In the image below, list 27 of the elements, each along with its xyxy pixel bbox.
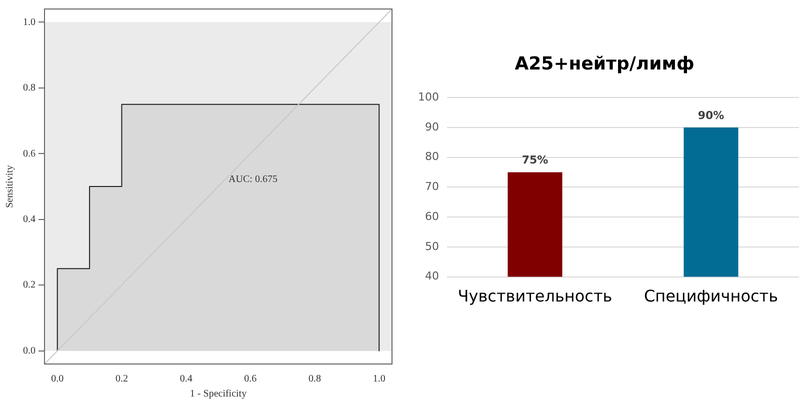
y-tick-label: 90 bbox=[424, 120, 439, 134]
x-axis-title: 1 - Specificity bbox=[190, 388, 247, 400]
data-label: 75% bbox=[522, 154, 548, 167]
x-tick-label: Специфичность bbox=[644, 286, 778, 306]
x-tick-label: 0.2 bbox=[115, 374, 128, 385]
x-tick-label: 0.8 bbox=[308, 374, 322, 385]
y-tick-label: 0.8 bbox=[23, 82, 36, 94]
y-axis-title: Sensitivity bbox=[4, 165, 16, 208]
y-tick-label: 0.4 bbox=[23, 214, 36, 225]
x-tick-label: Чувствительность bbox=[458, 286, 612, 306]
y-tick-label: 0.0 bbox=[23, 345, 36, 356]
y-tick-label: 60 bbox=[424, 210, 439, 223]
x-tick-label: 0.0 bbox=[51, 374, 64, 385]
x-tick-label: 0.6 bbox=[244, 374, 257, 385]
y-tick-label: 40 bbox=[424, 270, 439, 283]
y-tick-label: 80 bbox=[424, 150, 439, 164]
y-tick-label: 50 bbox=[424, 240, 439, 253]
y-tick-label: 1.0 bbox=[23, 16, 36, 28]
y-tick-label: 100 bbox=[418, 90, 439, 104]
data-label: 90% bbox=[698, 108, 724, 122]
chart-title: А25+нейтр/лимф bbox=[514, 53, 694, 74]
annotation: AUC: 0.675 bbox=[228, 174, 278, 186]
x-tick-label: 0.4 bbox=[180, 374, 192, 385]
y-tick-label: 0.2 bbox=[23, 280, 36, 291]
x-tick-label: 1.0 bbox=[372, 374, 386, 385]
y-tick-label: 0.6 bbox=[23, 148, 36, 160]
y-tick-label: 70 bbox=[424, 180, 439, 194]
